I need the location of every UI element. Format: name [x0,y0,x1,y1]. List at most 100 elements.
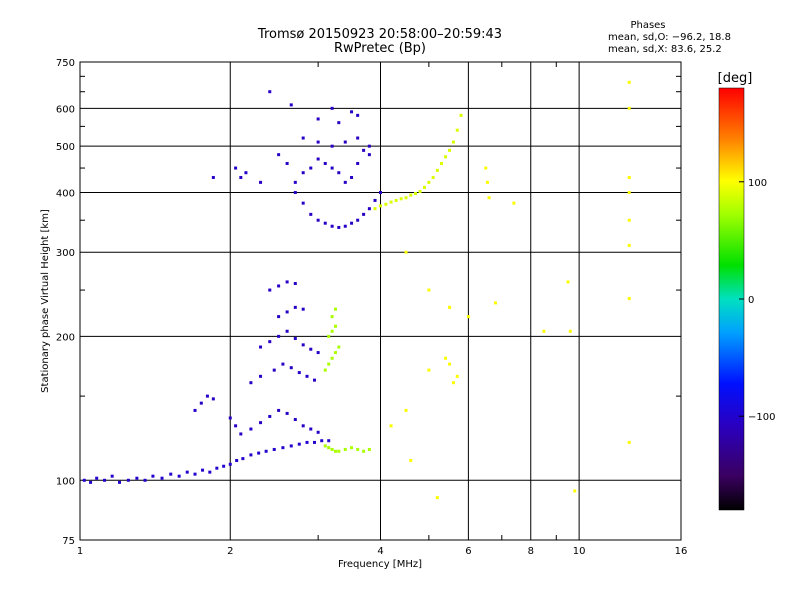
data-point [566,280,570,284]
data-point [451,140,455,144]
data-point [327,334,331,338]
data-point [448,305,452,309]
data-point [249,381,253,385]
data-point [327,446,331,450]
data-point [215,466,219,470]
data-point [444,356,448,360]
data-point [367,153,371,157]
x-tick-label: 2 [227,546,233,557]
data-point [435,168,439,172]
data-point [234,424,238,428]
data-point [427,368,431,372]
data-point [289,366,293,370]
data-point [268,288,272,292]
data-point [330,144,334,148]
data-point [350,446,354,450]
stats-heading: Phases [630,20,665,31]
data-point [451,381,455,385]
data-point [301,343,305,347]
data-point [264,449,268,453]
data-point [494,301,498,305]
data-point [277,284,281,288]
data-point [333,351,337,355]
data-point [356,218,360,222]
data-point [234,166,238,170]
data-point [277,315,281,319]
data-point [362,148,366,152]
data-point [337,121,341,125]
data-point [193,472,197,476]
x-tick-label: 6 [465,546,471,557]
data-point [337,225,341,229]
data-point [301,136,305,140]
data-point [484,166,488,170]
y-tick-label: 600 [56,104,75,115]
data-point [301,201,305,205]
data-point [367,207,371,211]
data-point [244,171,248,175]
data-point [208,470,212,474]
data-point [249,453,253,457]
x-tick-label: 1 [77,546,83,557]
data-point [389,200,393,204]
data-point [118,480,122,484]
data-point [323,221,327,225]
colorbar-tick-label: 100 [748,178,767,189]
data-point [323,444,327,448]
data-point [309,212,313,216]
data-point [627,440,631,444]
data-point [193,408,197,412]
data-point [316,117,320,121]
data-point [440,161,444,165]
colorbar-ticks: 100 0 −100 [739,178,775,423]
data-point [379,204,382,208]
data-point [356,113,360,117]
y-tick-label: 750 [56,58,75,69]
data-point [316,430,320,434]
data-point [356,161,360,165]
data-point [627,243,631,247]
data-point [160,476,164,480]
x-tick-label: 8 [528,546,534,557]
data-point [259,345,263,349]
data-point [143,478,147,482]
data-point [268,340,272,344]
data-point [384,202,388,206]
data-point [259,421,263,425]
data-point [627,297,631,301]
data-point [337,449,341,453]
data-point [272,447,276,451]
x-tick-label: 4 [377,546,383,557]
data-point [343,180,347,184]
data-point [82,478,86,482]
data-point [312,440,316,444]
data-point [404,250,408,254]
data-point [367,144,371,148]
data-point [362,449,366,453]
data-point [455,128,459,132]
data-point [257,451,261,455]
data-point [323,161,327,165]
stats-line-o: mean, sd,O: −96.2, 18.8 [608,32,731,43]
data-point [285,411,289,415]
data-point [316,218,320,222]
data-point [316,140,320,144]
y-tick-labels: 75 100 200 300 400 500 600 750 [56,58,75,547]
data-point [330,106,334,110]
data-point [281,446,285,450]
data-point [350,110,354,114]
data-point [301,171,305,175]
data-point [309,166,313,170]
data-point [293,418,297,422]
data-point [235,458,239,462]
data-point [627,218,631,222]
data-point [228,462,232,466]
data-point [373,198,377,202]
data-point [305,374,309,378]
data-point [466,315,470,319]
data-point [330,356,334,360]
data-point [333,324,337,328]
data-point [399,197,403,201]
data-point [177,474,181,478]
data-point [389,424,393,428]
